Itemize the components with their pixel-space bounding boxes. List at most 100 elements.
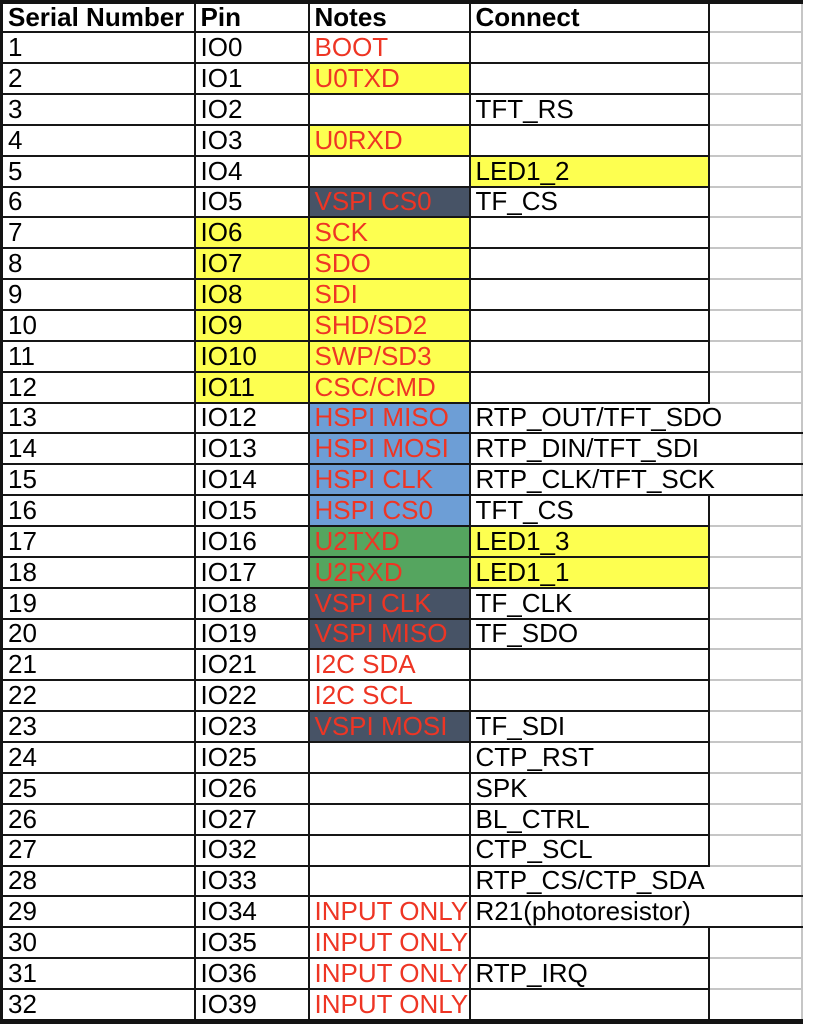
connect-cell: [468, 679, 710, 713]
connect-cell: [468, 62, 710, 96]
notes-cell: U0RXD: [307, 123, 471, 157]
table-row: 23 IO23 VSPI MOSI TF_SDI: [0, 710, 803, 744]
col-header-notes: Notes: [307, 0, 471, 34]
connect-cell: RTP_CLK/TFT_SCK: [468, 463, 803, 497]
connect-cell: TF_CS: [468, 185, 710, 219]
table-row: 26 IO27 BL_CTRL: [0, 802, 803, 836]
empty-cell: [707, 617, 803, 651]
serial-number-cell: 17: [0, 525, 196, 558]
table-row: 5 IO4 LED1_2: [0, 154, 803, 188]
connect-cell: TF_SDO: [468, 617, 710, 651]
serial-number-cell: 15: [0, 463, 196, 497]
table-row: 11 IO10 SWP/SD3: [0, 339, 803, 373]
pin-cell: IO2: [193, 93, 310, 126]
notes-cell: [307, 864, 471, 898]
notes-cell: VSPI MISO: [307, 617, 471, 651]
table-row: 14 IO13 HSPI MOSI RTP_DIN/TFT_SDI: [0, 432, 803, 466]
connect-cell: [468, 926, 710, 960]
notes-cell: SCK: [307, 216, 471, 250]
serial-number-cell: 5: [0, 154, 196, 188]
connect-cell: [468, 309, 710, 342]
connect-cell: TF_SDI: [468, 710, 710, 744]
notes-cell: HSPI CS0: [307, 494, 471, 528]
pin-cell: IO10: [193, 339, 310, 373]
table-row: 21 IO21 I2C SDA: [0, 648, 803, 682]
notes-cell: U2RXD: [307, 555, 471, 589]
notes-cell: HSPI MISO: [307, 401, 471, 435]
pin-cell: IO25: [193, 741, 310, 774]
col-header-pin: Pin: [193, 0, 310, 34]
notes-cell: VSPI MOSI: [307, 710, 471, 744]
table-row: 31 IO36 INPUT ONLY RTP_IRQ: [0, 957, 803, 990]
pin-cell: IO16: [193, 525, 310, 558]
connect-cell: [468, 370, 710, 404]
connect-cell: LED1_2: [468, 154, 710, 188]
empty-cell: [707, 31, 803, 65]
notes-cell: I2C SDA: [307, 648, 471, 682]
pin-cell: IO35: [193, 926, 310, 960]
pin-cell: IO9: [193, 309, 310, 342]
notes-cell: U0TXD: [307, 62, 471, 96]
empty-cell: [707, 957, 803, 990]
serial-number-cell: 7: [0, 216, 196, 250]
connect-cell: RTP_IRQ: [468, 957, 710, 990]
table-row: 15 IO14 HSPI CLK RTP_CLK/TFT_SCK: [0, 463, 803, 497]
table-row: 24 IO25 CTP_RST: [0, 741, 803, 774]
serial-number-cell: 21: [0, 648, 196, 682]
notes-cell: INPUT ONLY: [307, 926, 471, 960]
table-row: 16 IO15 HSPI CS0 TFT_CS: [0, 494, 803, 528]
table-row: 3 IO2 TFT_RS: [0, 93, 803, 126]
empty-cell: [707, 494, 803, 528]
pin-cell: IO22: [193, 679, 310, 713]
empty-cell: [707, 339, 803, 373]
serial-number-cell: 23: [0, 710, 196, 744]
empty-cell: [707, 309, 803, 342]
table-row: 29 IO34 INPUT ONLY R21(photoresistor): [0, 895, 803, 929]
table-row: 9 IO8 SDI: [0, 278, 803, 312]
notes-cell: U2TXD: [307, 525, 471, 558]
notes-cell: INPUT ONLY: [307, 957, 471, 990]
serial-number-cell: 14: [0, 432, 196, 466]
serial-number-cell: 1: [0, 31, 196, 65]
empty-cell: [707, 679, 803, 713]
notes-cell: HSPI CLK: [307, 463, 471, 497]
serial-number-cell: 13: [0, 401, 196, 435]
pin-cell: IO5: [193, 185, 310, 219]
serial-number-cell: 19: [0, 586, 196, 620]
empty-cell: [707, 586, 803, 620]
table-row: 6 IO5 VSPI CS0 TF_CS: [0, 185, 803, 219]
empty-cell: [707, 62, 803, 96]
table-row: 12 IO11 CSC/CMD: [0, 370, 803, 404]
notes-cell: BOOT: [307, 31, 471, 65]
empty-cell: [707, 771, 803, 805]
pin-cell: IO27: [193, 802, 310, 836]
connect-cell: [468, 278, 710, 312]
serial-number-cell: 12: [0, 370, 196, 404]
col-header-serial-number: Serial Number: [0, 0, 196, 34]
header-row: Serial Number Pin Notes Connect: [0, 0, 803, 34]
table-body: 1 IO0 BOOT 2 IO1 U0TXD 3 IO2 TFT_RS 4 IO3 U0RXD 5 IO4…: [0, 31, 803, 1024]
serial-number-cell: 2: [0, 62, 196, 96]
notes-cell: I2C SCL: [307, 679, 471, 713]
empty-cell: [707, 741, 803, 774]
pin-cell: IO4: [193, 154, 310, 188]
empty-cell: [707, 93, 803, 126]
empty-cell: [707, 987, 803, 1024]
connect-cell: TFT_RS: [468, 93, 710, 126]
pin-cell: IO39: [193, 987, 310, 1024]
table-row: 7 IO6 SCK: [0, 216, 803, 250]
serial-number-cell: 30: [0, 926, 196, 960]
serial-number-cell: 9: [0, 278, 196, 312]
connect-cell: LED1_3: [468, 525, 710, 558]
serial-number-cell: 26: [0, 802, 196, 836]
connect-cell: [468, 247, 710, 281]
table-row: 32 IO39 INPUT ONLY: [0, 987, 803, 1024]
serial-number-cell: 29: [0, 895, 196, 929]
table-row: 13 IO12 HSPI MISO RTP_OUT/TFT_SDO: [0, 401, 803, 435]
connect-cell: CTP_SCL: [468, 833, 710, 867]
pin-cell: IO18: [193, 586, 310, 620]
pin-cell: IO14: [193, 463, 310, 497]
table-row: 1 IO0 BOOT: [0, 31, 803, 65]
connect-cell: [468, 339, 710, 373]
